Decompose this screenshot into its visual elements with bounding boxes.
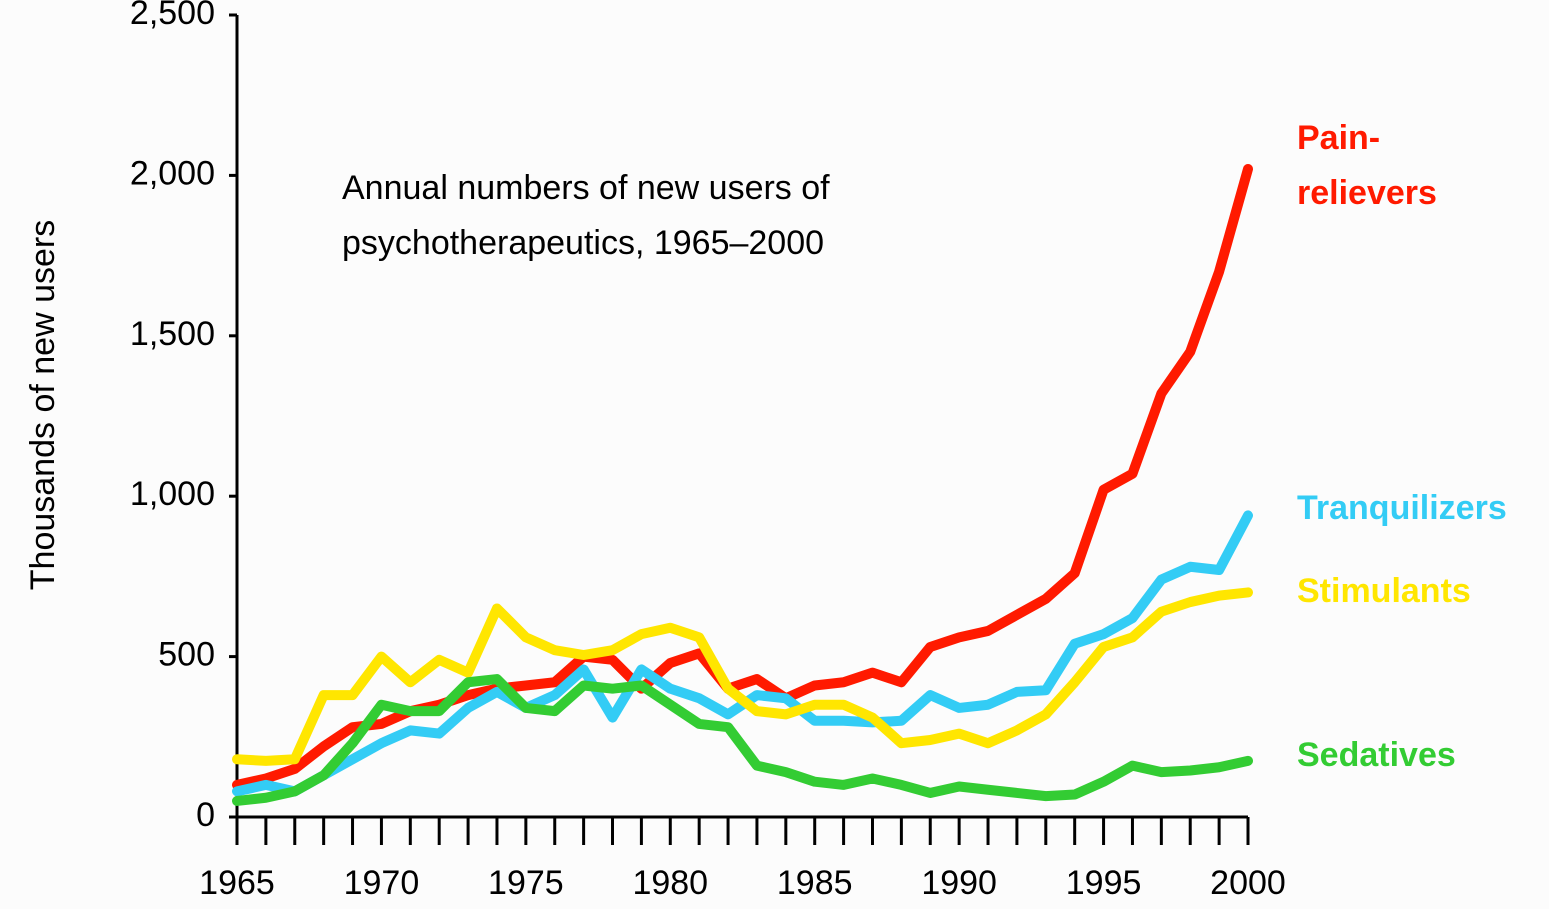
x-tick-label: 1985 <box>777 864 853 902</box>
y-tick-label: 1,500 <box>130 315 215 353</box>
series-line <box>232 674 1253 806</box>
series-line <box>232 587 1253 766</box>
y-tick-label: 2,000 <box>130 154 215 192</box>
x-tick-label: 1975 <box>488 864 564 902</box>
y-axis-label: Thousands of new users <box>24 220 62 590</box>
x-tick-label: 1980 <box>632 864 708 902</box>
series-label: Sedatives <box>1297 736 1456 774</box>
series-label: Tranquilizers <box>1297 489 1507 527</box>
x-tick-label: 1990 <box>921 864 997 902</box>
series-label: Pain-relievers <box>1297 119 1437 212</box>
x-tick-label: 1970 <box>344 864 420 902</box>
y-tick-label: 0 <box>196 796 215 834</box>
y-tick-label: 1,000 <box>130 475 215 513</box>
x-tick-label: 1965 <box>199 864 275 902</box>
x-tick-label: 1995 <box>1066 864 1142 902</box>
chart-title: Annual numbers of new users of <box>342 169 830 207</box>
chart-title: psychotherapeutics, 1965–2000 <box>342 224 824 262</box>
y-tick-label: 2,500 <box>130 0 215 32</box>
series-label: Stimulants <box>1297 572 1471 610</box>
y-tick-label: 500 <box>158 636 215 674</box>
x-tick-label: 2000 <box>1210 864 1286 902</box>
